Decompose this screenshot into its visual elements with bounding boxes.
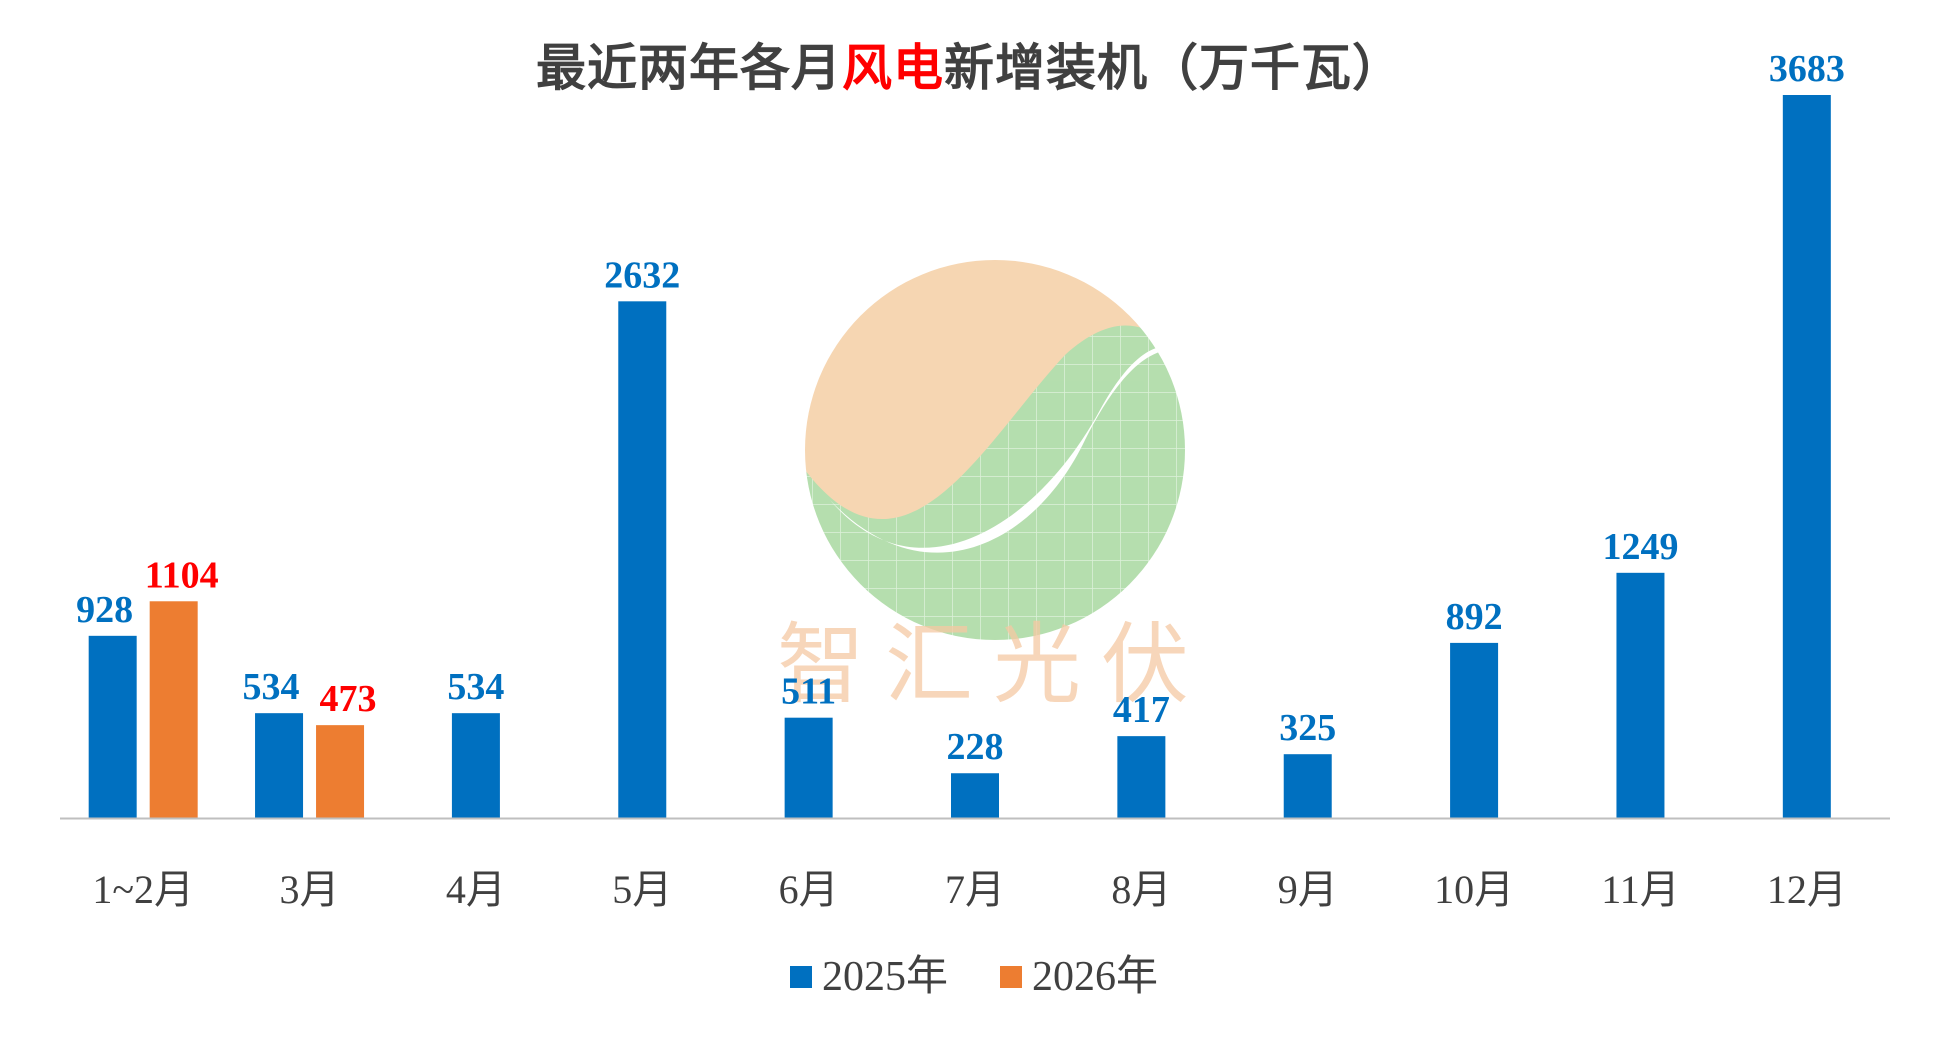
logo-circle xyxy=(805,260,1185,640)
bar-2025-8 xyxy=(1450,642,1499,818)
x-tick-4: 6月 xyxy=(779,867,839,912)
legend-swatch-0 xyxy=(790,966,812,988)
x-tick-10: 12月 xyxy=(1767,867,1847,912)
bar-2025-2 xyxy=(451,713,500,818)
bar-2026-0 xyxy=(149,601,198,818)
chart-title-suffix: 新增装机（万千瓦） xyxy=(944,39,1403,97)
bar-2025-0 xyxy=(88,635,137,818)
x-tick-5: 7月 xyxy=(945,867,1005,912)
bar-2025-10 xyxy=(1782,95,1831,818)
data-label-2025-5: 228 xyxy=(947,726,1004,768)
x-tick-9: 11月 xyxy=(1601,867,1680,912)
data-label-2025-3: 2632 xyxy=(604,254,680,296)
legend-swatch-1 xyxy=(1000,966,1022,988)
legend-label-0: 2025年 xyxy=(822,953,948,1000)
bar-2025-4 xyxy=(784,717,833,818)
watermark-text: 智汇光伏 xyxy=(777,618,1209,715)
data-label-2025-2: 534 xyxy=(447,666,504,708)
data-labels-layer: 928 1104 534 473 534 2632 511 228 417 325 892 1249 3… xyxy=(76,48,1845,768)
x-tick-7: 9月 xyxy=(1278,867,1338,912)
x-tick-8: 10月 xyxy=(1434,867,1514,912)
bar-2026-1 xyxy=(316,725,365,818)
chart-title: 最近两年各月风电新增装机（万千瓦） xyxy=(0,28,1939,100)
x-tick-6: 8月 xyxy=(1111,867,1171,912)
x-tick-0: 1~2月 xyxy=(92,867,194,912)
data-label-2026-0: 1104 xyxy=(145,554,219,596)
bar-2025-1 xyxy=(255,713,304,818)
watermark-logo: 智汇光伏 xyxy=(777,260,1209,715)
data-label-2025-10: 3683 xyxy=(1769,48,1845,90)
bar-2025-9 xyxy=(1616,572,1665,818)
bar-2025-5 xyxy=(951,773,999,818)
bars-layer xyxy=(88,95,1831,818)
chart-title-prefix: 最近两年各月 xyxy=(536,39,842,97)
x-tick-labels: 1~2月 3月 4月 5月 6月 7月 8月 9月 10月 11月 12月 xyxy=(92,867,1846,912)
x-tick-1: 3月 xyxy=(280,867,340,912)
x-tick-3: 5月 xyxy=(612,867,672,912)
data-label-2026-1: 473 xyxy=(320,678,377,720)
x-tick-2: 4月 xyxy=(446,867,506,912)
data-label-2025-7: 325 xyxy=(1279,707,1336,749)
data-label-2025-0: 928 xyxy=(76,589,133,631)
chart-title-highlight: 风电 xyxy=(842,39,944,97)
bar-2025-3 xyxy=(618,301,667,818)
bar-2025-6 xyxy=(1117,736,1166,818)
data-label-2025-9: 1249 xyxy=(1602,526,1678,568)
data-label-2025-8: 892 xyxy=(1446,596,1503,638)
logo-bottom-half xyxy=(805,325,1185,640)
legend-label-1: 2026年 xyxy=(1032,953,1158,1000)
data-label-2025-1: 534 xyxy=(243,666,300,708)
data-label-2025-6: 417 xyxy=(1113,689,1170,731)
bar-2025-7 xyxy=(1283,754,1332,818)
data-label-2025-4: 511 xyxy=(781,671,836,713)
legend: 2025年 2026年 xyxy=(790,953,1158,1000)
